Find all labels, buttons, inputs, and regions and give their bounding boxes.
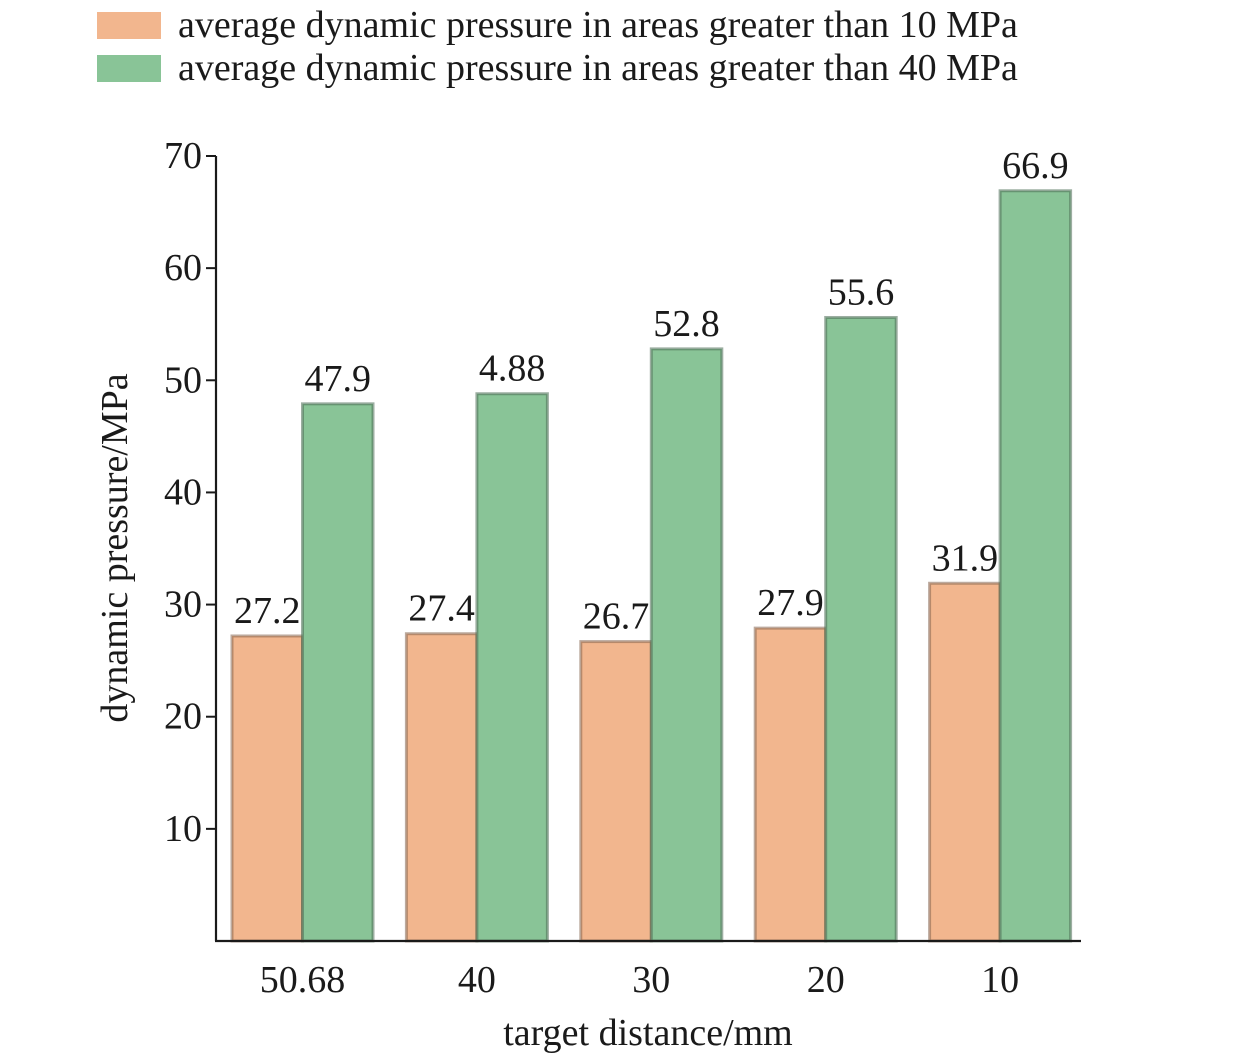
x-ticks-group: 50.68 40 30 20 10 xyxy=(260,959,1019,1001)
x-tick-label: 40 xyxy=(458,959,496,1001)
bar-series-1-40 xyxy=(404,632,479,943)
x-tick-label: 30 xyxy=(632,959,670,1001)
x-tick-label: 10 xyxy=(981,959,1019,1001)
bar-series-2-20 xyxy=(824,315,898,943)
y-tick-label: 70 xyxy=(164,135,202,177)
bar-labels-group: 27.2 47.9 27.4 4.88 26.7 52.8 27.9 55.6 31.9 66.9 xyxy=(234,145,1069,638)
bar-value-label: 26.7 xyxy=(583,596,650,638)
y-tick-label: 40 xyxy=(164,471,202,513)
bar-series-1-50.68 xyxy=(230,634,304,943)
x-tick-label: 20 xyxy=(807,959,845,1001)
bar-value-label: 31.9 xyxy=(932,537,999,579)
legend-label: average dynamic pressure in areas greate… xyxy=(178,4,1018,46)
y-axis-title: dynamic pressure/MPa xyxy=(94,373,136,722)
legend: average dynamic pressure in areas greate… xyxy=(97,4,1018,89)
x-axis-title: target distance/mm xyxy=(503,1012,793,1054)
bar-value-label: 27.9 xyxy=(757,582,824,624)
x-tick-label: 50.68 xyxy=(260,959,346,1001)
legend-swatch xyxy=(97,55,161,82)
y-tick-label: 30 xyxy=(164,584,202,626)
axes-group xyxy=(214,156,1081,943)
bar-series-2-50.68 xyxy=(301,402,375,943)
bar-value-label: 55.6 xyxy=(828,271,895,313)
bar-value-label: 47.9 xyxy=(305,358,372,400)
bar-series-1-20 xyxy=(753,626,828,943)
bar-value-label: 27.2 xyxy=(234,590,301,632)
bars-group xyxy=(230,189,1073,943)
bar-series-2-10 xyxy=(998,189,1073,943)
bar-series-1-10 xyxy=(928,581,1002,943)
y-tick-label: 10 xyxy=(164,808,202,850)
bar-value-label: 4.88 xyxy=(479,348,546,390)
y-tick-label: 20 xyxy=(164,696,202,738)
bar-series-2-30 xyxy=(649,347,724,943)
bar-value-label: 52.8 xyxy=(653,303,720,345)
legend-swatch xyxy=(97,12,161,39)
y-tick-label: 60 xyxy=(164,247,202,289)
y-ticks-group: 10 20 30 40 50 60 70 xyxy=(164,135,216,850)
bar-series-1-30 xyxy=(579,640,653,943)
bar-value-label: 27.4 xyxy=(408,588,475,630)
legend-label: average dynamic pressure in areas greate… xyxy=(178,47,1018,89)
y-tick-label: 50 xyxy=(164,359,202,401)
bar-series-2-40 xyxy=(475,392,549,943)
bar-value-label: 66.9 xyxy=(1002,145,1069,187)
